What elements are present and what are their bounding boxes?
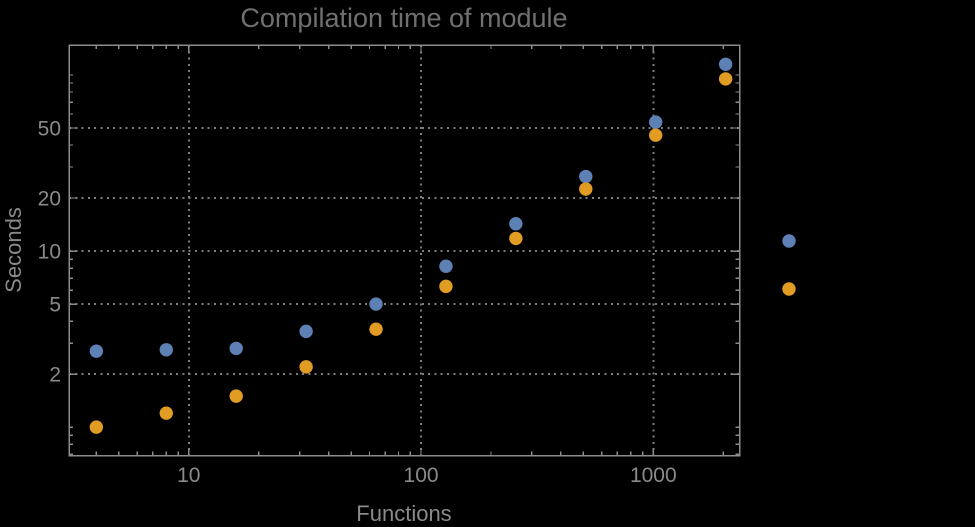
x-tick-label: 100 [404,464,439,487]
point-series-2-x16 [229,389,243,403]
point-series-2-x256 [509,231,523,246]
x-axis-label: Functions [356,501,452,526]
point-series-1-x1024 [649,115,663,129]
point-series-2-x64 [369,322,383,336]
point-series-1-x512 [579,169,593,184]
point-series-2-x4 [89,420,104,434]
point-series-2-x128 [439,279,453,294]
point-series-2-x1024 [649,128,663,142]
plot-frame [68,44,741,457]
y-tick-label: 50 [38,117,61,140]
point-series-2-x512 [579,182,593,196]
legend-marker-series-2 [782,282,796,296]
point-series-2-x8 [159,406,173,420]
point-series-1-x8 [159,343,173,357]
point-series-1-x256 [509,217,523,231]
point-series-2-x32 [299,360,313,374]
point-series-2-x2048 [718,72,733,86]
y-tick-label: 20 [38,188,61,211]
point-series-1-x128 [439,259,453,273]
x-tick-label: 10 [177,464,200,487]
y-axis-label: Seconds [1,207,26,293]
y-tick-label: 10 [38,241,61,264]
point-series-1-x2048 [718,57,733,71]
y-tick-label: 5 [49,294,61,317]
y-tick-label: 2 [49,364,61,387]
point-series-1-x32 [299,324,313,339]
point-series-1-x64 [369,297,383,311]
point-series-1-x4 [89,344,104,358]
point-series-1-x16 [229,341,243,356]
legend-marker-series-1 [782,234,796,248]
x-tick-label: 1000 [630,464,677,487]
chart-title: Compilation time of module [240,3,568,33]
